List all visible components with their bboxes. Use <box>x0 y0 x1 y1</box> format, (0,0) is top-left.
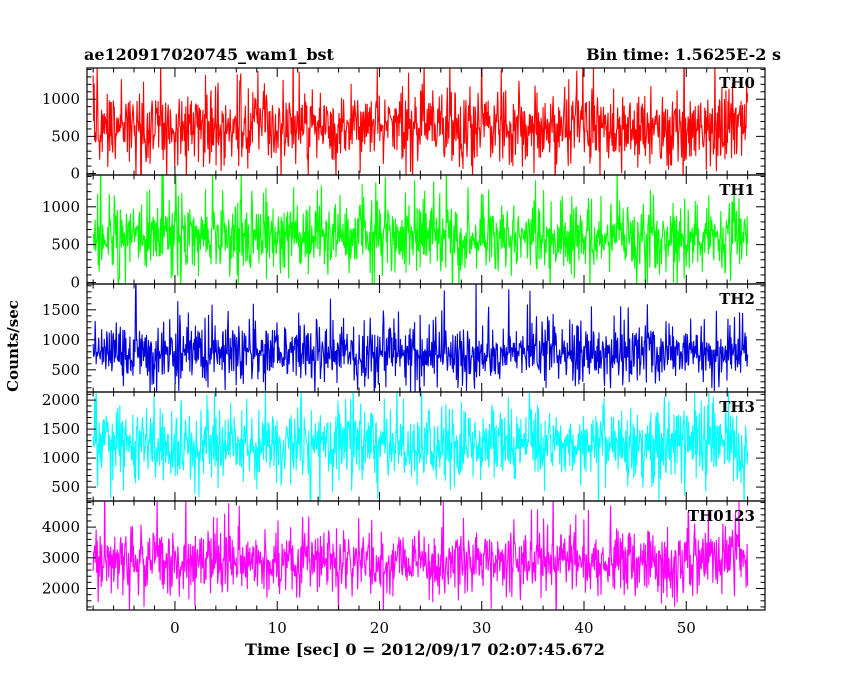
y-tick-label: 1000 <box>42 331 80 349</box>
series-line-th2 <box>92 284 749 392</box>
panel-th0123: 2000 3000 4000 TH0123 <box>42 500 766 611</box>
panel-label-th0: TH0 <box>719 74 755 92</box>
x-tick-label: 20 <box>370 619 389 637</box>
x-tick-label: 0 <box>170 619 180 637</box>
x-tick-label: 10 <box>268 619 287 637</box>
y-tick-label: 500 <box>51 127 80 145</box>
y-tick-label: 1000 <box>42 449 80 467</box>
panel-label-th3: TH3 <box>719 398 755 416</box>
series-line-th0123 <box>92 501 749 610</box>
series-line-th3 <box>92 392 749 501</box>
y-tick-label: 2000 <box>42 580 80 598</box>
panel-label-th1: TH1 <box>719 181 755 199</box>
panel-th1: 0 500 1000 TH1 <box>42 174 766 291</box>
y-axis-label: Counts/sec <box>4 300 22 392</box>
panel-label-th0123: TH0123 <box>688 507 755 525</box>
x-tick-label: 40 <box>574 619 593 637</box>
y-tick-label: 1500 <box>42 301 80 319</box>
chart-title-right: Bin time: 1.5625E-2 s <box>586 45 781 64</box>
y-tick-label: 500 <box>51 236 80 254</box>
panel-frame <box>86 500 766 611</box>
y-tick-label: 4000 <box>42 518 80 536</box>
y-tick-label: 0 <box>70 165 80 183</box>
x-tick-label: 30 <box>472 619 491 637</box>
x-tick-label: 50 <box>677 619 696 637</box>
panel-th2: 500 1000 1500 TH2 <box>42 283 766 393</box>
y-tick-label: 0 <box>70 273 80 291</box>
x-axis-label: Time [sec] 0 = 2012/09/17 02:07:45.672 <box>245 640 605 659</box>
panels: 05001000TH005001000TH150010001500TH25001… <box>42 67 766 637</box>
y-tick-label: 500 <box>51 478 80 496</box>
panel-label-th2: TH2 <box>719 290 755 308</box>
y-tick-label: 1500 <box>42 420 80 438</box>
y-tick-label: 1000 <box>42 198 80 216</box>
y-tick-label: 2000 <box>42 391 80 409</box>
y-tick-label: 3000 <box>42 549 80 567</box>
y-tick-label: 1000 <box>42 90 80 108</box>
series-line-th0 <box>92 68 749 175</box>
y-tick-label: 500 <box>51 361 80 379</box>
chart-title-left: ae120917020745_wam1_bst <box>84 45 335 64</box>
series-line-th1 <box>92 175 749 284</box>
